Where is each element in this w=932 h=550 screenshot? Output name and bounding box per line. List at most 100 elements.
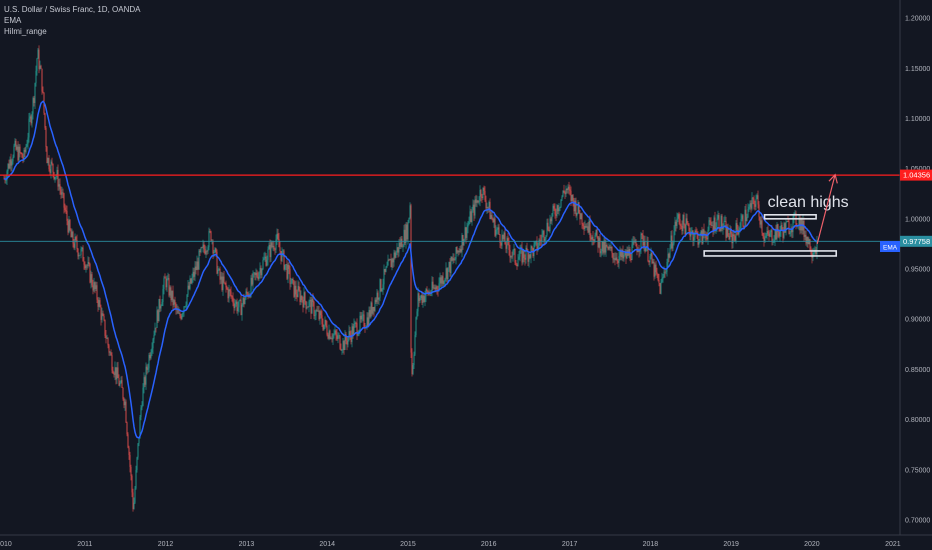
candle-body xyxy=(495,229,497,236)
candle-body xyxy=(231,296,233,297)
candle-body xyxy=(522,250,524,263)
candle-body xyxy=(525,247,527,260)
candle-body xyxy=(325,320,327,326)
candle-body xyxy=(515,262,517,265)
candle-body xyxy=(290,283,292,285)
time-tick-label: 2015 xyxy=(400,541,416,548)
candle-body xyxy=(526,247,528,252)
candle-body xyxy=(463,239,465,246)
price-tick-label: 0.70000 xyxy=(905,517,930,524)
candle-body xyxy=(65,210,67,211)
candle-body xyxy=(38,49,40,69)
candle-body xyxy=(306,307,308,309)
arrow-head xyxy=(828,173,838,184)
candle-body xyxy=(727,227,729,237)
candle-body xyxy=(156,310,158,329)
candle-body xyxy=(589,220,591,238)
candle-body xyxy=(288,264,290,270)
candle-body xyxy=(284,264,286,270)
candle-body xyxy=(206,251,208,252)
candle-body xyxy=(279,247,281,251)
candle-body xyxy=(226,287,228,290)
candle-body xyxy=(602,241,604,253)
candle-body xyxy=(87,261,89,267)
candle-body xyxy=(686,218,688,224)
candle-body xyxy=(199,250,201,252)
target-arrow[interactable] xyxy=(816,173,838,245)
candle-body xyxy=(751,197,753,209)
candle-body xyxy=(421,295,423,303)
candle-body xyxy=(363,314,365,328)
indicator-range-label[interactable]: Hilmi_range xyxy=(4,27,47,36)
symbol-title[interactable]: U.S. Dollar / Swiss Franc, 1D, OANDA xyxy=(4,5,141,14)
candle-body xyxy=(445,268,447,279)
candle-body xyxy=(35,70,37,84)
candle-body xyxy=(416,311,418,318)
candle-body xyxy=(764,237,766,242)
range-boxes[interactable] xyxy=(703,214,838,257)
candle-body xyxy=(401,238,403,248)
candle-body xyxy=(404,229,406,243)
candle-body xyxy=(165,278,167,288)
candle-body xyxy=(793,213,795,218)
candle-body xyxy=(453,258,455,261)
candle-body xyxy=(344,334,346,350)
candle-body xyxy=(393,252,395,263)
candle-body xyxy=(82,247,84,262)
candle-body xyxy=(458,250,460,253)
candle-body xyxy=(127,434,129,448)
time-axis[interactable]: 2010 2011 2012 2013 2014 2015 2016 2017 2018 2019… xyxy=(0,541,901,548)
candle-body xyxy=(158,298,160,322)
candle-body xyxy=(394,252,396,258)
candle-body xyxy=(122,387,124,399)
candle-body xyxy=(93,282,95,291)
candle-body xyxy=(52,163,54,173)
candle-body xyxy=(353,324,355,335)
candle-body xyxy=(480,189,482,197)
candle-body xyxy=(632,241,634,245)
candle-body xyxy=(239,299,241,301)
candle-body xyxy=(313,302,315,317)
candle-body xyxy=(195,266,197,271)
candle-body xyxy=(573,200,575,212)
candle-body xyxy=(112,370,114,374)
candle-body xyxy=(333,333,335,335)
candle-body xyxy=(554,208,556,215)
candle-body xyxy=(613,258,615,260)
indicator-ema-label[interactable]: EMA xyxy=(4,16,22,25)
candle-body xyxy=(149,354,151,359)
candle-body xyxy=(671,235,673,249)
candle-body xyxy=(90,274,92,283)
candle-body xyxy=(670,235,672,249)
candle-body xyxy=(72,231,74,244)
candle-body xyxy=(477,200,479,203)
candle-body xyxy=(656,272,658,274)
candle-body xyxy=(467,224,469,228)
candle-body xyxy=(778,231,780,237)
candle-body xyxy=(483,187,485,191)
candle-body xyxy=(39,65,41,69)
candle-body xyxy=(663,271,665,278)
candle-body xyxy=(660,281,662,294)
candle-body xyxy=(424,296,426,302)
candle-body xyxy=(62,192,64,194)
candle-body xyxy=(342,341,344,351)
candle-body xyxy=(385,267,387,272)
candle-body xyxy=(540,240,542,242)
candle-body xyxy=(262,259,264,270)
candle-body xyxy=(763,236,765,242)
candle-body xyxy=(301,295,303,301)
candle-body xyxy=(123,398,125,406)
clean-highs-annotation[interactable]: clean highs xyxy=(768,194,849,211)
candle-body xyxy=(767,231,769,234)
candle-body xyxy=(723,221,725,228)
candle-body xyxy=(772,242,774,243)
candle-body xyxy=(744,209,746,228)
candle-body xyxy=(469,211,471,222)
candle-body xyxy=(549,218,551,231)
candle-body xyxy=(228,289,230,299)
candle-body xyxy=(315,310,317,316)
candle-body xyxy=(452,258,454,261)
resistance-price-label: 1.04356 xyxy=(903,171,930,180)
